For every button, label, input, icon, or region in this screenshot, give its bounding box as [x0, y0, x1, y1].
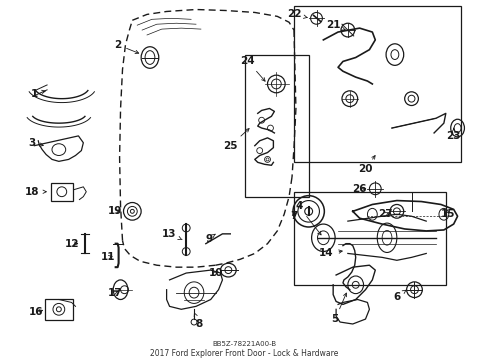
Text: 3: 3 — [29, 138, 43, 148]
Bar — [45, 298, 72, 320]
Text: 10: 10 — [208, 268, 223, 278]
Text: 7: 7 — [290, 211, 297, 221]
Text: 23: 23 — [446, 128, 460, 141]
Text: 6: 6 — [392, 290, 405, 302]
Text: 11: 11 — [101, 252, 115, 262]
Text: 9: 9 — [205, 234, 215, 244]
Text: 2017 Ford Explorer Front Door - Lock & Hardware: 2017 Ford Explorer Front Door - Lock & H… — [150, 350, 338, 359]
Text: 15: 15 — [440, 209, 454, 219]
Text: 24: 24 — [240, 57, 264, 81]
Text: 26: 26 — [352, 184, 366, 194]
Text: 16: 16 — [29, 307, 43, 317]
Text: 27: 27 — [377, 209, 391, 219]
Text: 13: 13 — [162, 229, 182, 240]
Bar — [293, 192, 445, 285]
Text: 25: 25 — [223, 129, 248, 151]
Text: 20: 20 — [358, 156, 374, 174]
Text: 2: 2 — [114, 40, 139, 54]
Text: 18: 18 — [25, 187, 46, 197]
Text: 1: 1 — [31, 89, 45, 99]
Text: 8: 8 — [194, 313, 202, 329]
Text: 4: 4 — [295, 202, 321, 235]
Text: 17: 17 — [107, 288, 122, 298]
Text: 5: 5 — [331, 293, 346, 324]
Bar — [244, 55, 308, 197]
Text: 12: 12 — [64, 239, 79, 249]
Text: BB5Z-78221A00-B: BB5Z-78221A00-B — [212, 341, 276, 347]
Bar — [293, 6, 460, 162]
Text: 14: 14 — [318, 248, 342, 258]
Text: 22: 22 — [286, 9, 306, 19]
Bar — [51, 183, 72, 201]
Text: 19: 19 — [107, 206, 122, 216]
Text: 21: 21 — [325, 20, 345, 30]
